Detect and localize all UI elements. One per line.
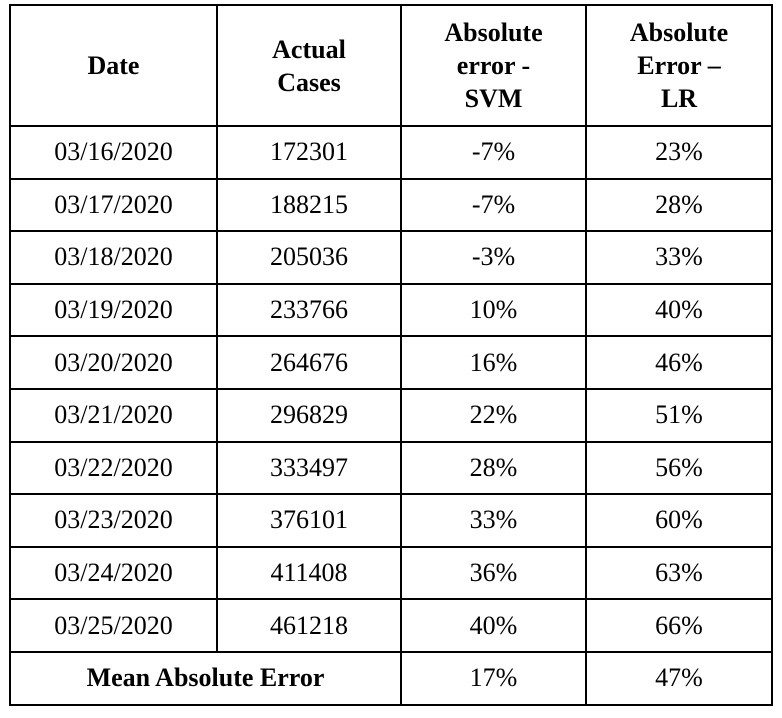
cell-absolute-error-svm: -7% <box>400 125 587 180</box>
cell-actual-cases: 296829 <box>216 387 402 443</box>
table-row: 03/16/2020 172301 -7% 23% <box>9 125 773 180</box>
header-absolute-error-lr: Absolute Error – LR <box>585 4 773 127</box>
mean-absolute-error-row: Mean Absolute Error 17% 47% <box>9 650 773 706</box>
table-footer: Mean Absolute Error 17% 47% <box>9 650 773 706</box>
cell-date: 03/24/2020 <box>9 545 218 601</box>
table-row: 03/21/2020 296829 22% 51% <box>9 387 773 443</box>
table-row: 03/19/2020 233766 10% 40% <box>9 282 773 338</box>
table-header: Date Actual Cases Absolute error - SVM Abso… <box>9 4 773 127</box>
mean-absolute-error-label: Mean Absolute Error <box>9 650 402 706</box>
header-row: Date Actual Cases Absolute error - SVM Abso… <box>9 4 773 127</box>
cell-absolute-error-lr: 28% <box>585 177 773 233</box>
mean-absolute-error-lr: 47% <box>585 650 773 706</box>
cell-actual-cases: 461218 <box>216 598 402 653</box>
cell-absolute-error-lr: 63% <box>585 545 773 601</box>
cell-absolute-error-lr: 33% <box>585 230 773 285</box>
cell-date: 03/19/2020 <box>9 282 218 338</box>
cell-absolute-error-lr: 51% <box>585 387 773 443</box>
cell-actual-cases: 264676 <box>216 335 402 390</box>
cell-date: 03/25/2020 <box>9 598 218 653</box>
cell-absolute-error-svm: 36% <box>400 545 587 601</box>
cell-absolute-error-lr: 60% <box>585 493 773 548</box>
mean-absolute-error-svm: 17% <box>400 650 587 706</box>
cell-absolute-error-svm: 10% <box>400 282 587 338</box>
header-absolute-error-svm: Absolute error - SVM <box>400 4 587 127</box>
cell-absolute-error-svm: 16% <box>400 335 587 390</box>
cell-date: 03/18/2020 <box>9 230 218 285</box>
cell-actual-cases: 333497 <box>216 440 402 496</box>
cell-absolute-error-lr: 66% <box>585 598 773 653</box>
table-row: 03/20/2020 264676 16% 46% <box>9 335 773 390</box>
table-row: 03/18/2020 205036 -3% 33% <box>9 230 773 285</box>
cell-actual-cases: 172301 <box>216 125 402 180</box>
header-date: Date <box>9 4 218 127</box>
header-actual-cases: Actual Cases <box>216 4 402 127</box>
cell-actual-cases: 188215 <box>216 177 402 233</box>
cell-date: 03/22/2020 <box>9 440 218 496</box>
cell-absolute-error-svm: 22% <box>400 387 587 443</box>
cell-actual-cases: 233766 <box>216 282 402 338</box>
table-row: 03/17/2020 188215 -7% 28% <box>9 177 773 233</box>
table-row: 03/22/2020 333497 28% 56% <box>9 440 773 496</box>
cell-absolute-error-svm: 33% <box>400 493 587 548</box>
table-row: 03/25/2020 461218 40% 66% <box>9 598 773 653</box>
cell-actual-cases: 376101 <box>216 493 402 548</box>
cell-absolute-error-svm: 28% <box>400 440 587 496</box>
cell-absolute-error-lr: 56% <box>585 440 773 496</box>
table-row: 03/24/2020 411408 36% 63% <box>9 545 773 601</box>
cell-date: 03/21/2020 <box>9 387 218 443</box>
cell-actual-cases: 205036 <box>216 230 402 285</box>
table-row: 03/23/2020 376101 33% 60% <box>9 493 773 548</box>
table-body: 03/16/2020 172301 -7% 23% 03/17/2020 188215 -7… <box>9 125 773 653</box>
cell-date: 03/20/2020 <box>9 335 218 390</box>
cell-date: 03/17/2020 <box>9 177 218 233</box>
cell-absolute-error-lr: 23% <box>585 125 773 180</box>
cell-actual-cases: 411408 <box>216 545 402 601</box>
cell-date: 03/16/2020 <box>9 125 218 180</box>
cell-date: 03/23/2020 <box>9 493 218 548</box>
results-table: Date Actual Cases Absolute error - SVM Abso… <box>9 4 773 706</box>
cell-absolute-error-svm: -3% <box>400 230 587 285</box>
cell-absolute-error-svm: -7% <box>400 177 587 233</box>
cell-absolute-error-lr: 40% <box>585 282 773 338</box>
cell-absolute-error-svm: 40% <box>400 598 587 653</box>
cell-absolute-error-lr: 46% <box>585 335 773 390</box>
